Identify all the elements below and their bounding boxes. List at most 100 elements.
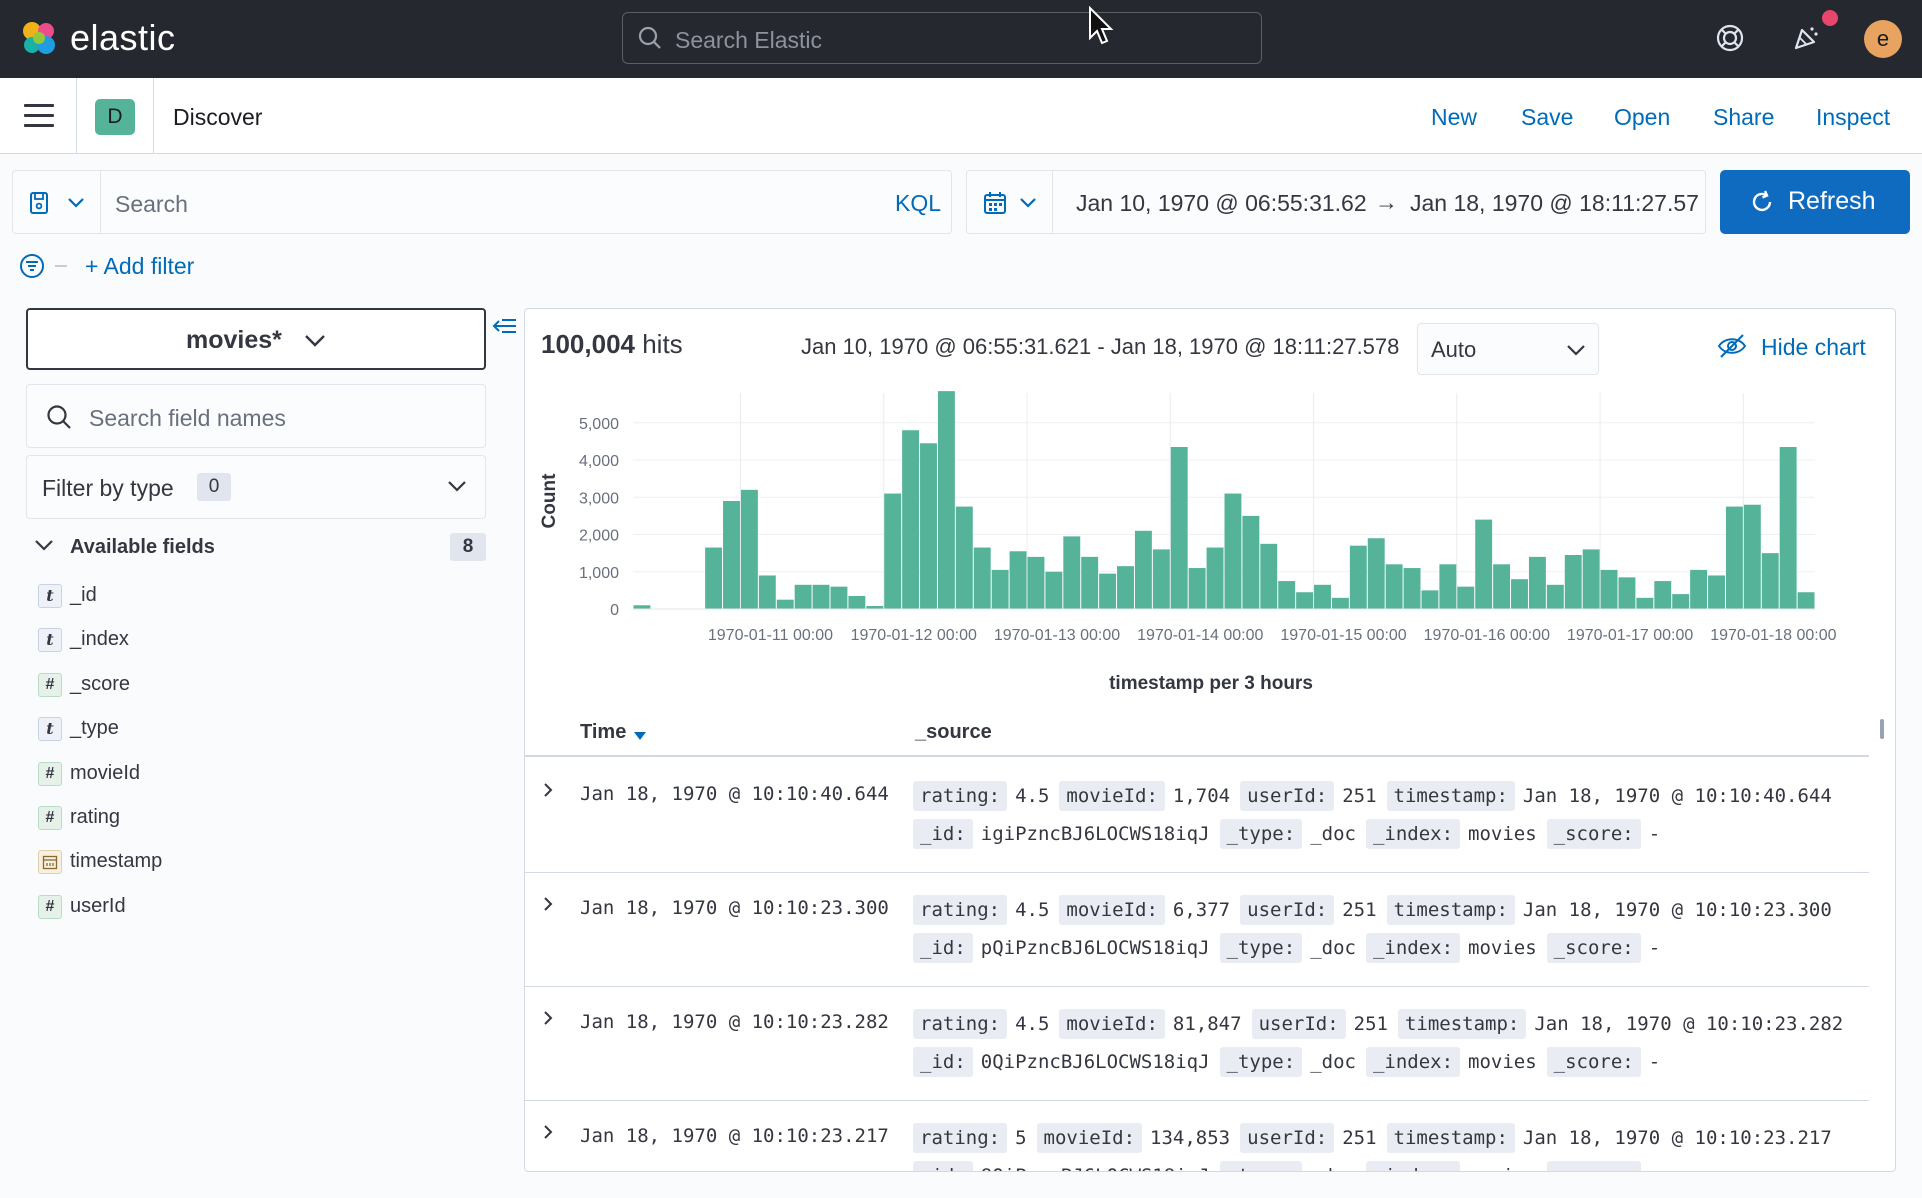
add-filter-button[interactable]: + Add filter <box>85 253 195 279</box>
histogram-bar <box>1296 592 1314 609</box>
saved-query-button[interactable] <box>13 171 101 233</box>
field-item[interactable]: # userId <box>38 891 478 923</box>
user-avatar[interactable]: e <box>1864 20 1902 58</box>
histogram-bar <box>1099 573 1117 609</box>
source-field-key: movieId: <box>1059 895 1165 925</box>
histogram-bar <box>1457 586 1475 609</box>
source-field: userId: 251 <box>1251 1009 1388 1039</box>
news-feed-icon[interactable] <box>1786 18 1826 58</box>
histogram-bar <box>1654 581 1672 609</box>
field-item[interactable]: t _type <box>38 713 478 745</box>
source-summary: _id: igiPzncBJ6LOCWS18iqJ _type: _doc _index… <box>913 819 1670 849</box>
source-field-key: userId: <box>1240 1123 1335 1153</box>
table-row[interactable]: Jan 18, 1970 @ 10:10:40.644 rating: 4.5 mov… <box>525 759 1869 873</box>
available-fields-count: 8 <box>450 533 486 561</box>
chevron-right-icon[interactable] <box>539 1123 557 1141</box>
collapse-sidebar-icon[interactable] <box>492 314 518 338</box>
source-field: movieId: 134,853 <box>1036 1123 1230 1153</box>
time-column-header[interactable]: Time <box>580 721 627 743</box>
source-field-key: rating: <box>913 781 1008 811</box>
refresh-icon <box>1752 190 1772 212</box>
start-date-button[interactable]: Jan 10, 1970 @ 06:55:31.62 <box>1076 190 1367 216</box>
source-field-value: igiPzncBJ6LOCWS18iqJ <box>980 823 1210 845</box>
histogram-bar <box>1349 545 1367 609</box>
source-field-value: pQiPzncBJ6LOCWS18iqJ <box>980 937 1210 959</box>
row-timestamp: Jan 18, 1970 @ 10:10:40.644 <box>580 783 889 805</box>
save-link[interactable]: Save <box>1521 104 1574 130</box>
source-field-key: _score: <box>1546 1161 1641 1171</box>
share-link[interactable]: Share <box>1713 104 1775 130</box>
field-name: rating <box>70 806 121 828</box>
histogram-bar <box>866 606 884 609</box>
histogram-bar <box>1475 519 1493 609</box>
elastic-logo-icon[interactable] <box>20 19 58 57</box>
histogram-bar <box>991 569 1009 609</box>
chevron-right-icon[interactable] <box>539 781 557 799</box>
x-tick-label: 1970-01-12 00:00 <box>851 627 977 644</box>
histogram-bar <box>1385 564 1403 609</box>
space-selector[interactable]: D <box>95 99 135 135</box>
source-field-value: 251 <box>1353 1013 1388 1035</box>
histogram-bar <box>1493 564 1511 609</box>
menu-toggle-icon[interactable] <box>24 104 54 128</box>
inspect-link[interactable]: Inspect <box>1816 104 1891 130</box>
field-item[interactable]: t _id <box>38 580 478 612</box>
histogram-bar <box>1027 556 1045 609</box>
histogram-bar <box>937 391 955 609</box>
source-field-value: 4.5 <box>1015 785 1050 807</box>
field-item[interactable]: # movieId <box>38 758 478 790</box>
source-field-key: _index: <box>1365 1161 1461 1171</box>
table-row[interactable]: Jan 18, 1970 @ 10:10:23.300 rating: 4.5 mov… <box>525 873 1869 987</box>
scrollbar[interactable] <box>1880 719 1884 739</box>
histogram-bar <box>1081 556 1099 609</box>
row-timestamp: Jan 18, 1970 @ 10:10:23.282 <box>580 1011 889 1033</box>
query-language-button[interactable]: KQL <box>895 190 942 216</box>
new-link[interactable]: New <box>1431 104 1478 130</box>
histogram-bar <box>1672 594 1690 609</box>
chevron-right-icon[interactable] <box>539 1009 557 1027</box>
source-field: _index: movies <box>1365 819 1537 849</box>
filter-options-icon[interactable] <box>18 252 46 280</box>
table-row[interactable]: Jan 18, 1970 @ 10:10:23.282 rating: 4.5 mov… <box>525 987 1869 1101</box>
histogram-bar <box>1009 551 1027 609</box>
hide-chart-button[interactable]: Hide chart <box>1717 333 1866 364</box>
source-column-header: _source <box>915 721 992 743</box>
field-item[interactable]: timestamp <box>38 846 478 878</box>
histogram-bar <box>1564 555 1582 609</box>
end-date-button[interactable]: Jan 18, 1970 @ 18:11:27.57 <box>1410 190 1699 216</box>
chevron-down-icon <box>305 335 325 347</box>
y-tick-label: 1,000 <box>579 565 619 582</box>
field-item[interactable]: t _index <box>38 624 478 656</box>
quick-menu-button[interactable] <box>967 171 1053 233</box>
histogram-bar <box>1743 504 1761 609</box>
source-field-value: 8QiPzncBJ6LOCWS18iqJ <box>981 1165 1210 1171</box>
index-pattern-selector[interactable]: movies* <box>26 308 486 370</box>
chevron-right-icon[interactable] <box>539 895 557 913</box>
table-row[interactable]: Jan 18, 1970 @ 10:10:23.217 rating: 5 movie… <box>525 1101 1869 1171</box>
filter-by-type-button[interactable]: Filter by type 0 <box>26 455 486 519</box>
source-summary: rating: 4.5 movieId: 81,847 userId: 251 timest… <box>913 1009 1853 1039</box>
sort-descending-icon[interactable] <box>633 731 647 741</box>
help-icon[interactable] <box>1710 18 1750 58</box>
logo-text[interactable]: elastic <box>70 17 176 58</box>
interval-select[interactable]: Auto <box>1417 323 1599 375</box>
source-field-key: userId: <box>1251 1009 1346 1039</box>
source-field-key: timestamp: <box>1386 895 1515 925</box>
field-item[interactable]: # _score <box>38 669 478 701</box>
source-summary: _id: pQiPzncBJ6LOCWS18iqJ _type: _doc _index… <box>913 933 1670 963</box>
open-link[interactable]: Open <box>1614 104 1671 130</box>
y-axis-title: Count <box>539 473 560 529</box>
source-field-value: - <box>1648 1051 1661 1073</box>
field-item[interactable]: # rating <box>38 802 478 834</box>
field-search-input[interactable]: Search field names <box>26 384 486 448</box>
source-field-key: userId: <box>1240 895 1335 925</box>
available-fields-toggle[interactable]: Available fields 8 <box>30 530 486 564</box>
source-field-key: movieId: <box>1036 1123 1143 1153</box>
histogram-bar <box>1421 590 1439 609</box>
query-input[interactable]: Search <box>115 191 188 217</box>
source-field: movieId: 1,704 <box>1059 781 1230 811</box>
histogram-bar <box>1260 543 1278 609</box>
global-search-input[interactable]: Search Elastic <box>622 12 1262 64</box>
histogram-bar <box>1779 447 1797 609</box>
refresh-button[interactable]: Refresh <box>1720 170 1910 234</box>
